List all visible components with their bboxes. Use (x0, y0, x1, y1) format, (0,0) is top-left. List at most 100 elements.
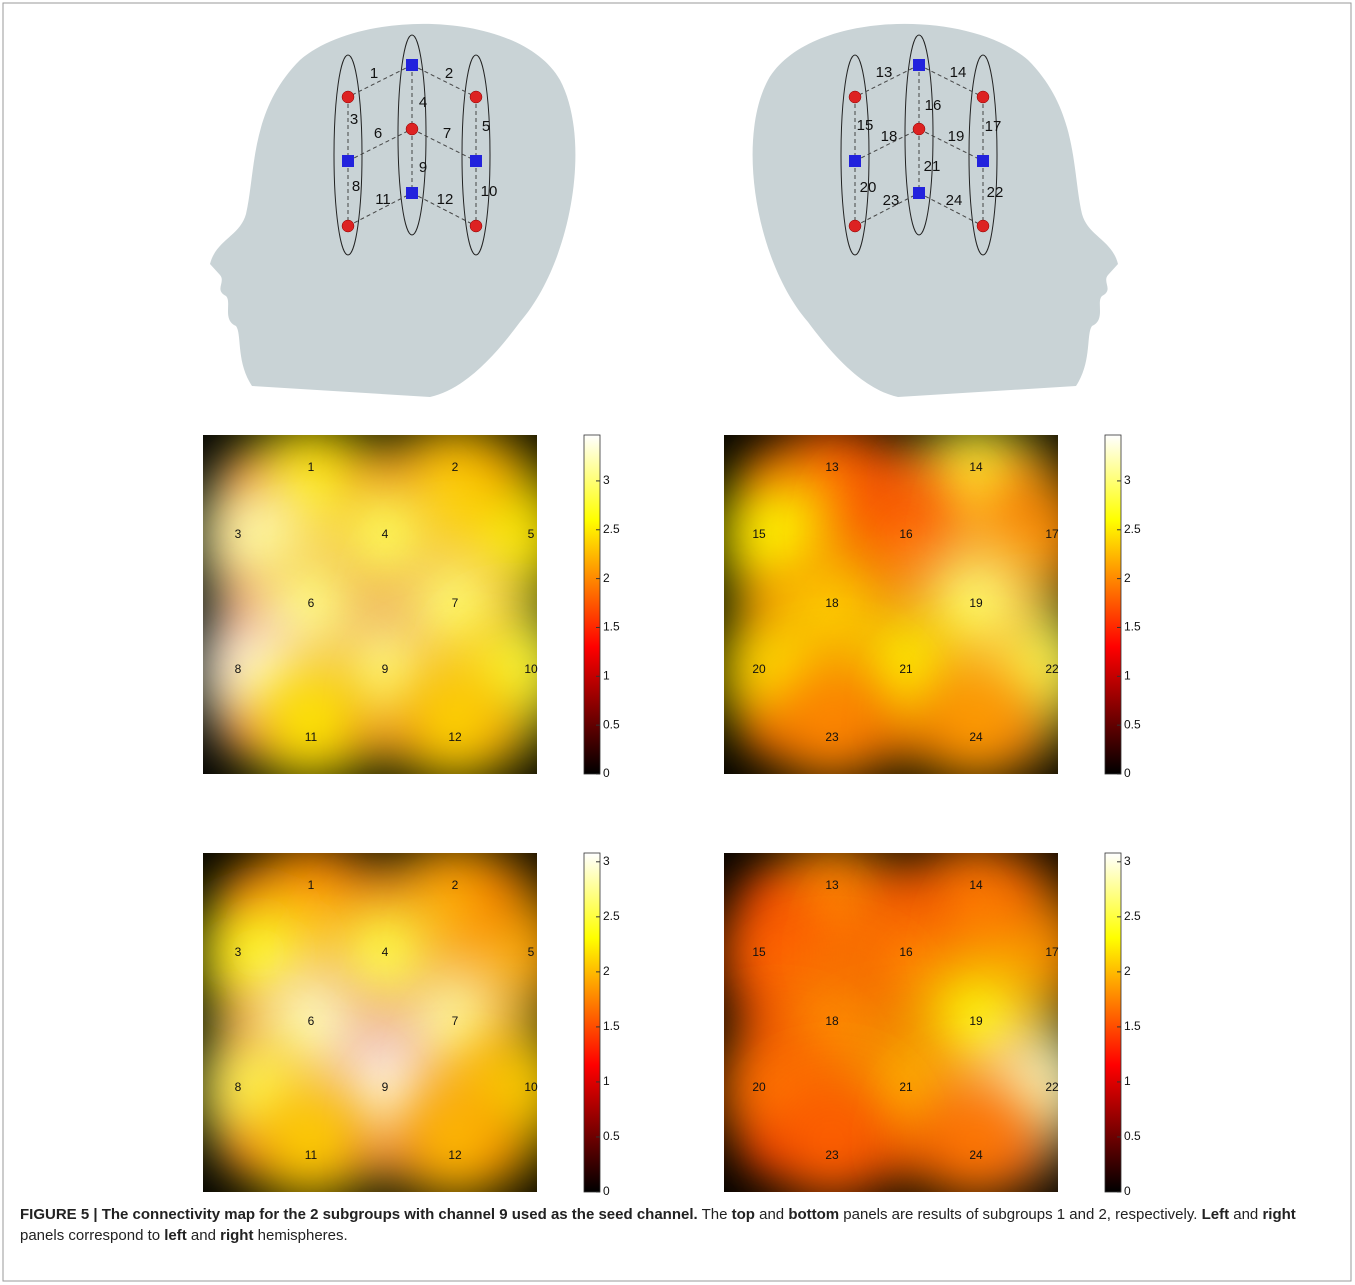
colorbar-tick-label: 2.5 (1124, 909, 1141, 923)
channel-number: 23 (883, 192, 900, 209)
colorbar-tick-label: 0 (1124, 1184, 1131, 1198)
intensity-blob (249, 661, 373, 785)
colorbar-tick-label: 3 (1124, 854, 1131, 868)
colorbar-tick-label: 1 (603, 668, 610, 682)
colorbar-tick-label: 1.5 (603, 620, 620, 634)
channel-number: 22 (987, 184, 1004, 201)
channel-number: 5 (482, 118, 490, 135)
channel-label: 22 (1045, 662, 1059, 676)
channel-label: 17 (1045, 945, 1059, 959)
channel-label: 10 (524, 662, 538, 676)
colorbar-tick-label: 1.5 (1124, 1019, 1141, 1033)
channel-label: 4 (382, 527, 389, 541)
source (977, 91, 989, 103)
channel-number: 1 (370, 65, 378, 82)
intensity-blob (249, 1079, 373, 1203)
caption-text: and (187, 1227, 220, 1244)
colorbar (1105, 435, 1121, 774)
colorbar-tick-label: 3 (603, 854, 610, 868)
channel-label: 22 (1045, 1080, 1059, 1094)
channel-number: 6 (374, 125, 382, 142)
channel-label: 6 (308, 1014, 315, 1028)
channel-number: 24 (946, 192, 963, 209)
colorbar-tick-label: 0.5 (1124, 1129, 1141, 1143)
caption-text: and (1229, 1206, 1262, 1223)
channel-number: 19 (948, 128, 965, 145)
channel-label: 18 (825, 596, 839, 610)
channel-number: 21 (924, 158, 941, 175)
channel-label: 1 (308, 878, 315, 892)
caption-text: hemispheres. (253, 1227, 347, 1244)
colorbar-tick-label: 3 (603, 473, 610, 487)
colorbar-tick-label: 1 (1124, 1074, 1131, 1088)
channel-label: 13 (825, 878, 839, 892)
caption-bold: left (164, 1227, 187, 1244)
source (913, 123, 925, 135)
channel-label: 20 (752, 1080, 766, 1094)
channel-label: 7 (452, 596, 459, 610)
colorbar (1105, 853, 1121, 1192)
channel-label: 15 (752, 945, 766, 959)
channel-number: 17 (985, 118, 1002, 135)
caption: FIGURE 5 | The connectivity map for the … (20, 1204, 1330, 1246)
source (470, 91, 482, 103)
caption-bold: right (1262, 1206, 1295, 1223)
intensity-blob (914, 661, 1038, 785)
channel-label: 8 (235, 662, 242, 676)
channel-label: 4 (382, 945, 389, 959)
heatmap (196, 839, 573, 1203)
colorbar-tick-label: 2.5 (603, 909, 620, 923)
channel-label: 11 (305, 730, 318, 744)
channel-label: 23 (825, 730, 839, 744)
figure: 123456789101112131415161718192021222324 … (0, 0, 1355, 1285)
colorbar-tick-label: 2.5 (1124, 522, 1141, 536)
channel-label: 24 (969, 1148, 983, 1162)
channel-number: 9 (419, 159, 427, 176)
channel-number: 16 (925, 97, 942, 114)
channel-label: 21 (899, 1080, 913, 1094)
source (470, 220, 482, 232)
channel-label: 2 (452, 878, 459, 892)
channel-label: 24 (969, 730, 983, 744)
channel-number: 3 (350, 111, 358, 128)
caption-bold: bottom (788, 1206, 839, 1223)
channel-label: 9 (382, 1080, 389, 1094)
colorbar-tick-label: 2 (1124, 571, 1131, 585)
colorbar-tick-label: 3 (1124, 473, 1131, 487)
channel-label: 2 (452, 460, 459, 474)
intensity-blob (393, 1079, 517, 1203)
caption-text: The (698, 1206, 732, 1223)
colorbar (584, 435, 600, 774)
caption-bold: top (732, 1206, 755, 1223)
channel-label: 5 (528, 527, 535, 541)
source (342, 220, 354, 232)
channel-label: 20 (752, 662, 766, 676)
detector (977, 155, 989, 167)
channel-label: 6 (308, 596, 315, 610)
detector (470, 155, 482, 167)
colorbar (584, 853, 600, 1192)
colorbar-tick-label: 1 (1124, 668, 1131, 682)
channel-number: 20 (860, 179, 877, 196)
channel-label: 12 (448, 730, 462, 744)
colorbar-tick-label: 2 (603, 964, 610, 978)
caption-text: panels are results of subgroups 1 and 2,… (839, 1206, 1201, 1223)
channel-number: 8 (352, 178, 360, 195)
colorbar-tick-label: 1.5 (603, 1019, 620, 1033)
channel-label: 3 (235, 945, 242, 959)
caption-bold: FIGURE 5 | The connectivity map for the … (20, 1206, 698, 1223)
colorbar-tick-label: 1.5 (1124, 620, 1141, 634)
detector (913, 187, 925, 199)
channel-label: 11 (305, 1148, 318, 1162)
intensity-blob (393, 661, 517, 785)
channel-number: 13 (876, 64, 893, 81)
head-right (753, 24, 1118, 397)
figure-graphics: 123456789101112131415161718192021222324 … (0, 0, 1355, 1285)
channel-number: 12 (437, 191, 454, 208)
heatmap (717, 421, 1094, 785)
channel-label: 7 (452, 1014, 459, 1028)
channel-number: 4 (419, 94, 427, 111)
intensity-blob (914, 1079, 1038, 1203)
channel-label: 16 (899, 527, 913, 541)
